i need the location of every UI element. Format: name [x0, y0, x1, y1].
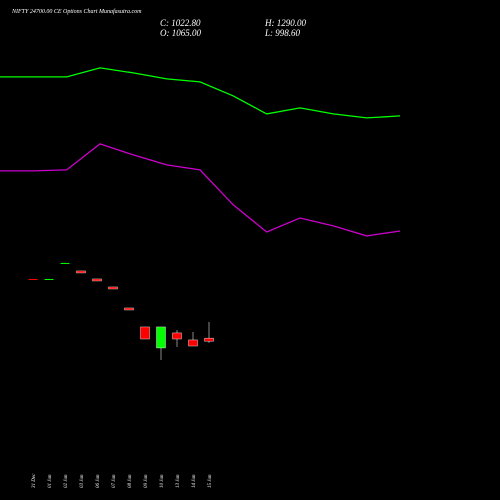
info-high: H: 1290.00 [264, 18, 306, 28]
x-tick-label: 15 Jan [208, 474, 213, 488]
candle-body [140, 326, 150, 340]
x-tick-label: 13 Jan [176, 474, 181, 488]
chart-title: NIFTY 24700.00 CE Options Chart Munafasu… [11, 8, 142, 15]
info-open: O: 1065.00 [160, 28, 201, 38]
candle-body [76, 270, 86, 274]
x-tick-label: 09 Jan [144, 474, 149, 488]
candle-body [92, 278, 102, 282]
candle-body [60, 262, 70, 264]
candle-body [172, 332, 182, 340]
line-series [0, 67, 401, 119]
info-close: C: 1022.80 [160, 18, 201, 28]
candle-body [28, 278, 38, 280]
candle-body [156, 326, 166, 349]
candle-body [44, 278, 54, 280]
x-tick-label: 02 Jan [64, 474, 69, 488]
x-tick-label: 31 Dec [32, 473, 37, 488]
candle-body [188, 339, 198, 347]
x-tick-label: 08 Jan [128, 474, 133, 488]
info-low: L: 998.60 [264, 28, 301, 38]
x-tick-label: 06 Jan [96, 474, 101, 488]
x-tick-label: 03 Jan [80, 474, 85, 488]
x-tick-label: 14 Jan [192, 474, 197, 488]
line-series [0, 143, 401, 237]
candle-body [124, 307, 134, 311]
x-tick-label: 07 Jan [112, 474, 117, 488]
x-tick-label: 10 Jan [160, 474, 165, 488]
candle-body [204, 337, 214, 342]
candle-body [108, 286, 118, 290]
x-tick-label: 01 Jan [48, 474, 53, 488]
